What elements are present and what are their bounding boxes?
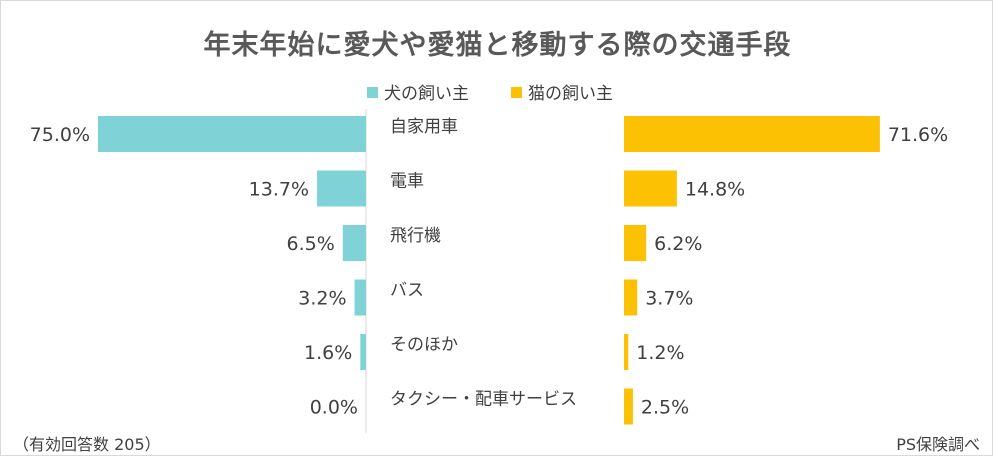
legend-label-cat: 猫の飼い主 — [528, 84, 613, 104]
response-count-note: （有効回答数 205） — [13, 435, 161, 454]
legend-item-cat: 猫の飼い主 — [511, 79, 613, 104]
chart-title: 年末年始に愛犬や愛猫と移動する際の交通手段 — [203, 30, 792, 61]
legend: 犬の飼い主 猫の飼い主 — [1, 79, 993, 104]
category-label-0: 自家用車 — [390, 117, 458, 137]
cat-value-label-0: 71.6% — [888, 124, 948, 146]
dog-bar-2 — [342, 225, 366, 261]
cat-bar-2 — [624, 225, 647, 261]
dog-value-label-5: 0.0% — [310, 397, 358, 419]
dog-bar-4 — [360, 334, 366, 370]
cat-bar-5 — [624, 388, 633, 425]
cat-value-label-4: 1.2% — [636, 342, 684, 364]
cat-value-label-3: 3.7% — [645, 288, 693, 310]
dog-bar-0 — [98, 116, 366, 152]
legend-item-dog: 犬の飼い主 — [367, 79, 469, 104]
dog-bar-1 — [317, 170, 366, 207]
dog-value-label-4: 1.6% — [304, 342, 352, 364]
dog-value-label-0: 75.0% — [30, 124, 90, 146]
category-label-5: タクシー・配車サービス — [390, 390, 577, 410]
cat-value-label-2: 6.2% — [654, 233, 702, 255]
dog-value-label-1: 13.7% — [249, 179, 309, 201]
legend-swatch-cat — [511, 87, 522, 98]
dog-value-label-3: 3.2% — [298, 288, 346, 310]
cat-bar-1 — [624, 170, 677, 207]
category-label-4: そのほか — [390, 335, 458, 355]
category-label-1: 電車 — [390, 172, 424, 192]
category-label-2: 飛行機 — [390, 226, 441, 246]
dog-bar-3 — [354, 279, 366, 316]
legend-swatch-dog — [367, 87, 378, 98]
dog-value-label-2: 6.5% — [286, 233, 334, 255]
cat-value-label-5: 2.5% — [641, 397, 689, 419]
cat-bar-3 — [624, 279, 638, 316]
legend-label-dog: 犬の飼い主 — [384, 84, 469, 104]
source-credit: PS保険調べ — [896, 435, 980, 454]
category-label-3: バス — [390, 281, 424, 301]
cat-bar-4 — [624, 334, 629, 370]
cat-bar-0 — [624, 116, 880, 152]
cat-value-label-1: 14.8% — [685, 179, 745, 201]
